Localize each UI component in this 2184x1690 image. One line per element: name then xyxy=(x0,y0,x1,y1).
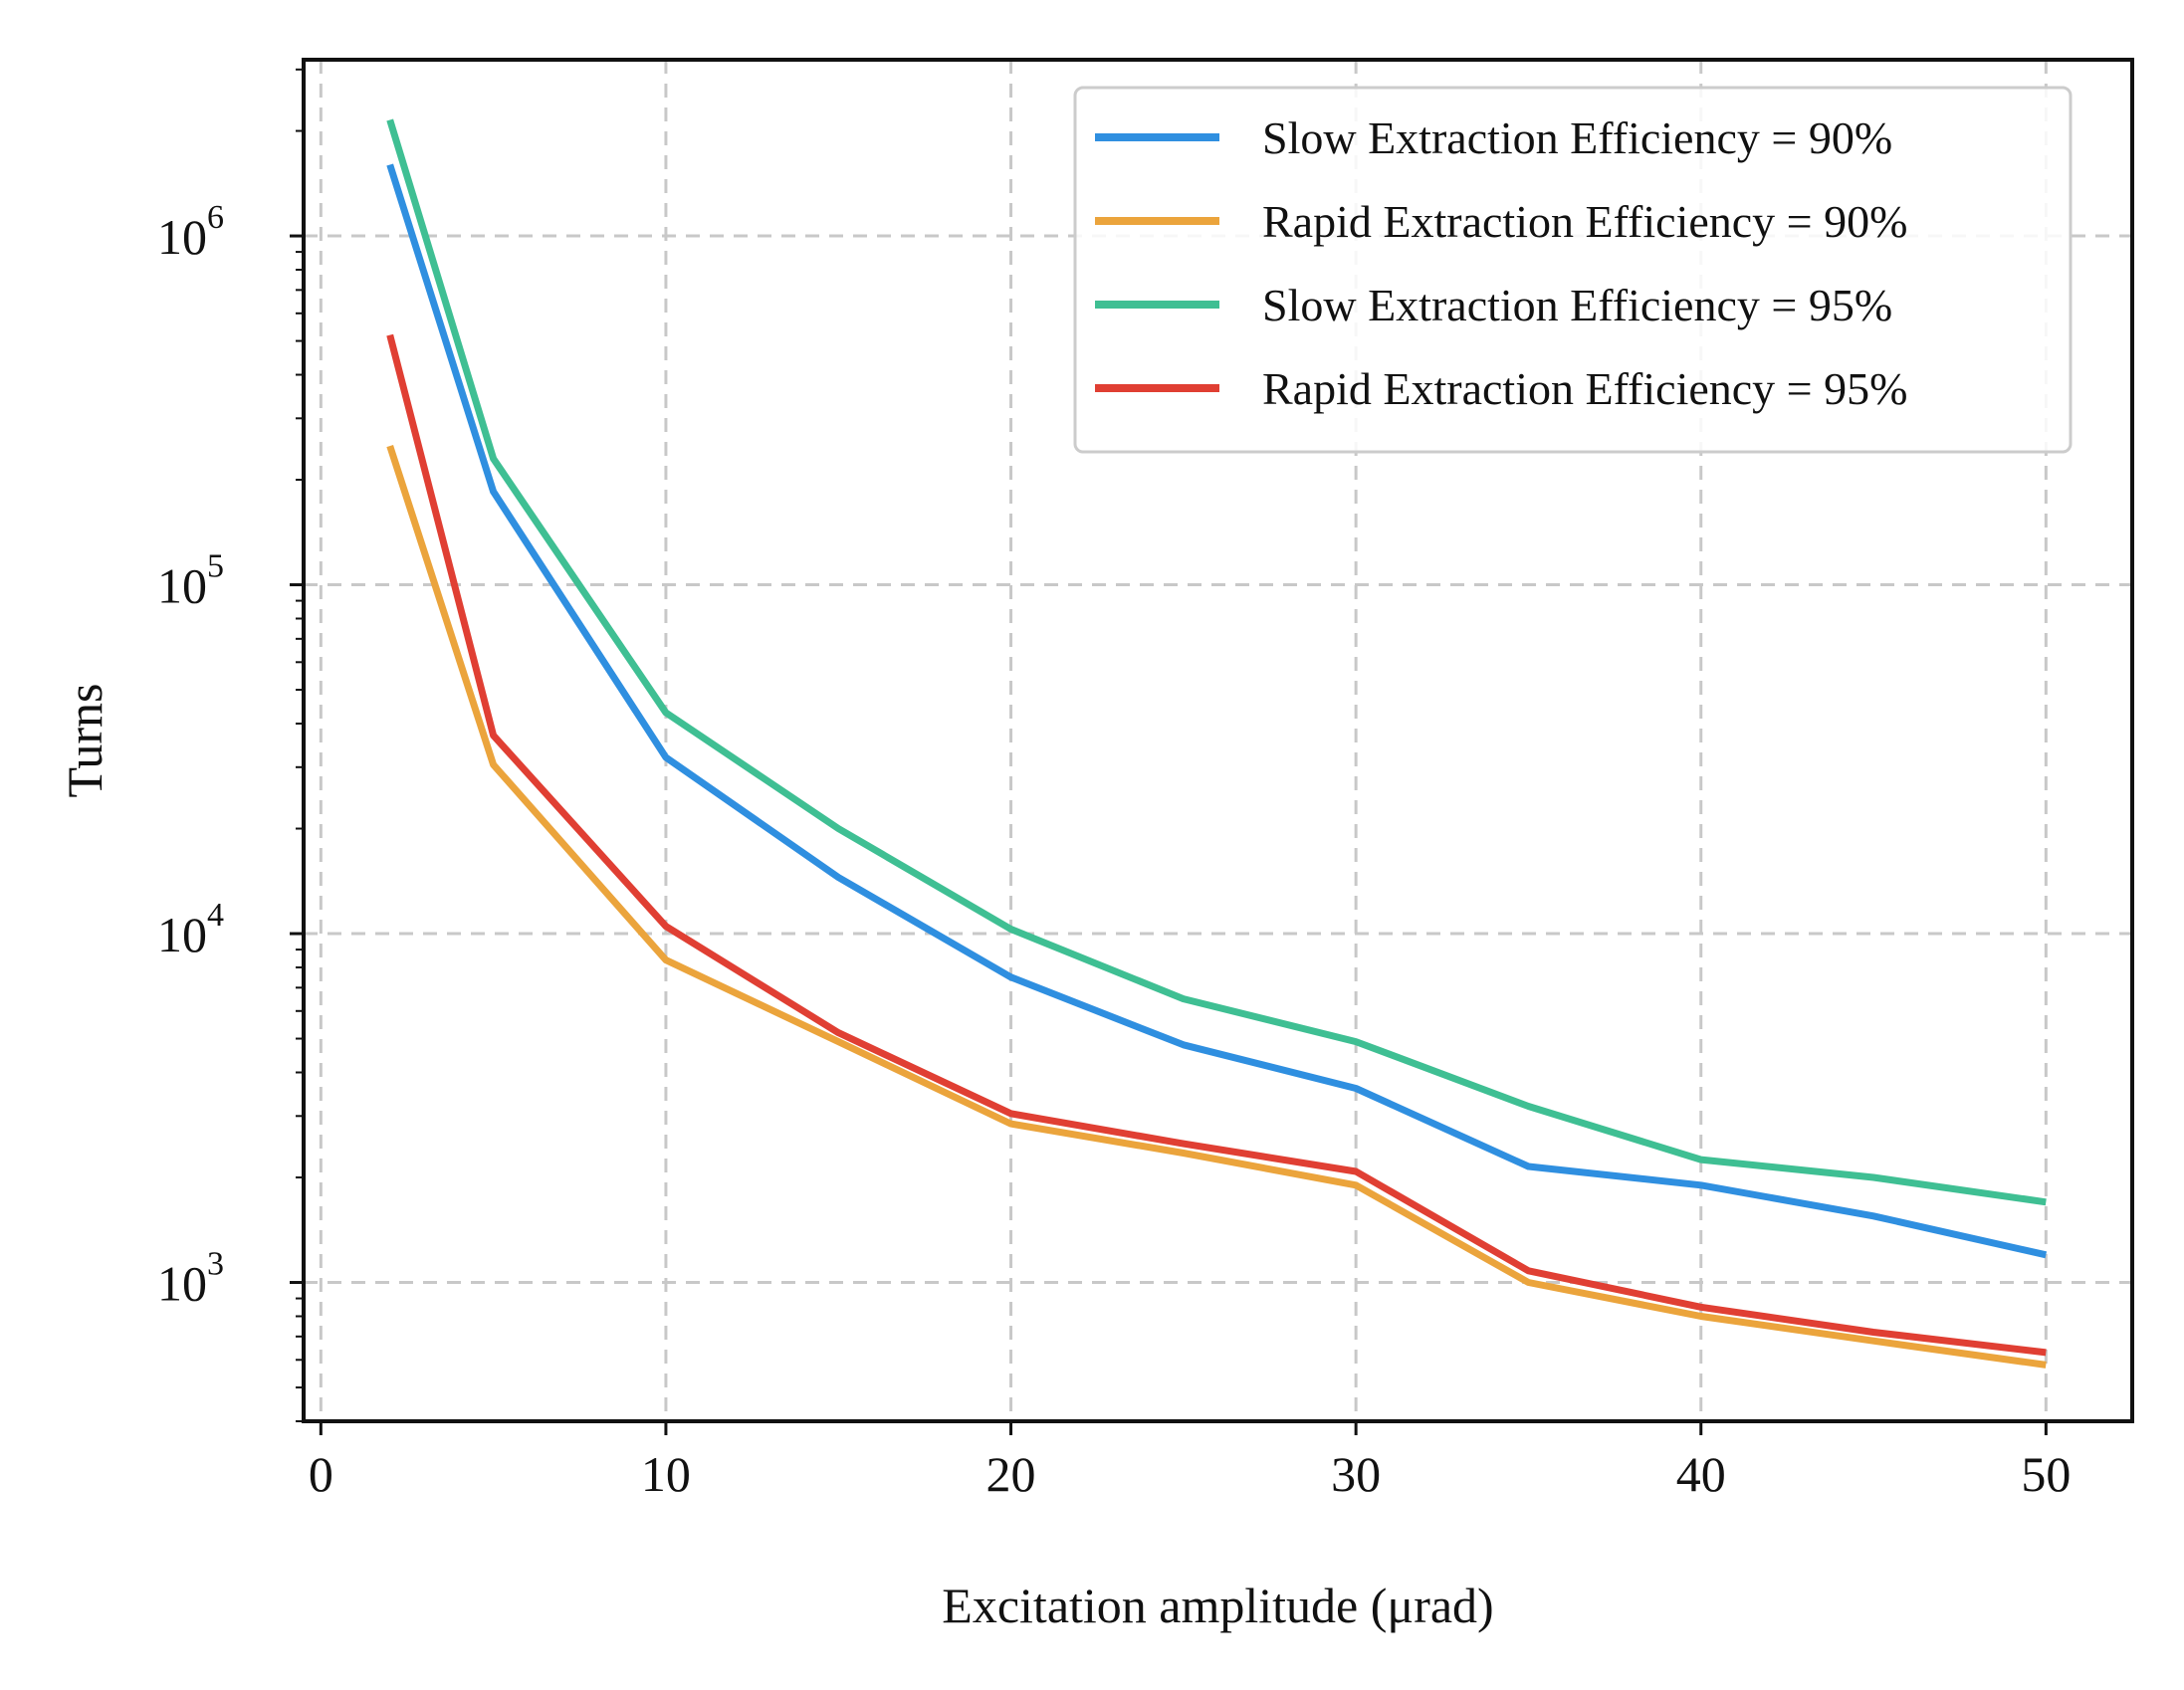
y-tick-label: 103 xyxy=(157,1246,224,1312)
legend-label-3: Rapid Extraction Efficiency = 95% xyxy=(1262,363,1907,414)
legend-label-0: Slow Extraction Efficiency = 90% xyxy=(1262,112,1892,163)
x-tick-label: 0 xyxy=(309,1446,333,1502)
x-axis-ticks: 0 10 20 30 40 50 xyxy=(309,1421,2071,1502)
legend-label-1: Rapid Extraction Efficiency = 90% xyxy=(1262,196,1907,247)
y-tick-exponent: 4 xyxy=(207,897,224,934)
series-line-1 xyxy=(386,445,2047,1369)
x-tick-label: 10 xyxy=(641,1446,691,1502)
y-tick-base: 10 xyxy=(157,558,207,614)
plot-frame xyxy=(302,58,2134,1423)
y-tick-base: 10 xyxy=(157,1256,207,1312)
y-tick-exponent: 5 xyxy=(207,548,224,585)
x-tick-label: 40 xyxy=(1676,1446,1726,1502)
series-line-3 xyxy=(386,333,2047,1357)
y-tick-base: 10 xyxy=(157,907,207,962)
legend-label-2: Slow Extraction Efficiency = 95% xyxy=(1262,280,1892,330)
y-tick-base: 10 xyxy=(157,209,207,265)
legend-box xyxy=(1073,86,2073,454)
x-tick-label: 20 xyxy=(986,1446,1036,1502)
y-tick-label: 106 xyxy=(157,199,224,265)
series-line-2 xyxy=(386,118,2047,1206)
series-line-0 xyxy=(386,163,2048,1259)
y-tick-label: 104 xyxy=(157,897,224,962)
y-axis-title: Turns xyxy=(57,684,112,798)
x-axis-title: Excitation amplitude (μrad) xyxy=(942,1578,1493,1633)
legend: Slow Extraction Efficiency = 90% Rapid Ex… xyxy=(1073,86,2073,454)
y-tick-label: 105 xyxy=(157,548,224,614)
series-lines xyxy=(386,118,2048,1369)
y-tick-exponent: 3 xyxy=(207,1246,224,1283)
y-tick-exponent: 6 xyxy=(207,199,224,236)
x-tick-label: 50 xyxy=(2021,1446,2071,1502)
x-tick-label: 30 xyxy=(1331,1446,1381,1502)
